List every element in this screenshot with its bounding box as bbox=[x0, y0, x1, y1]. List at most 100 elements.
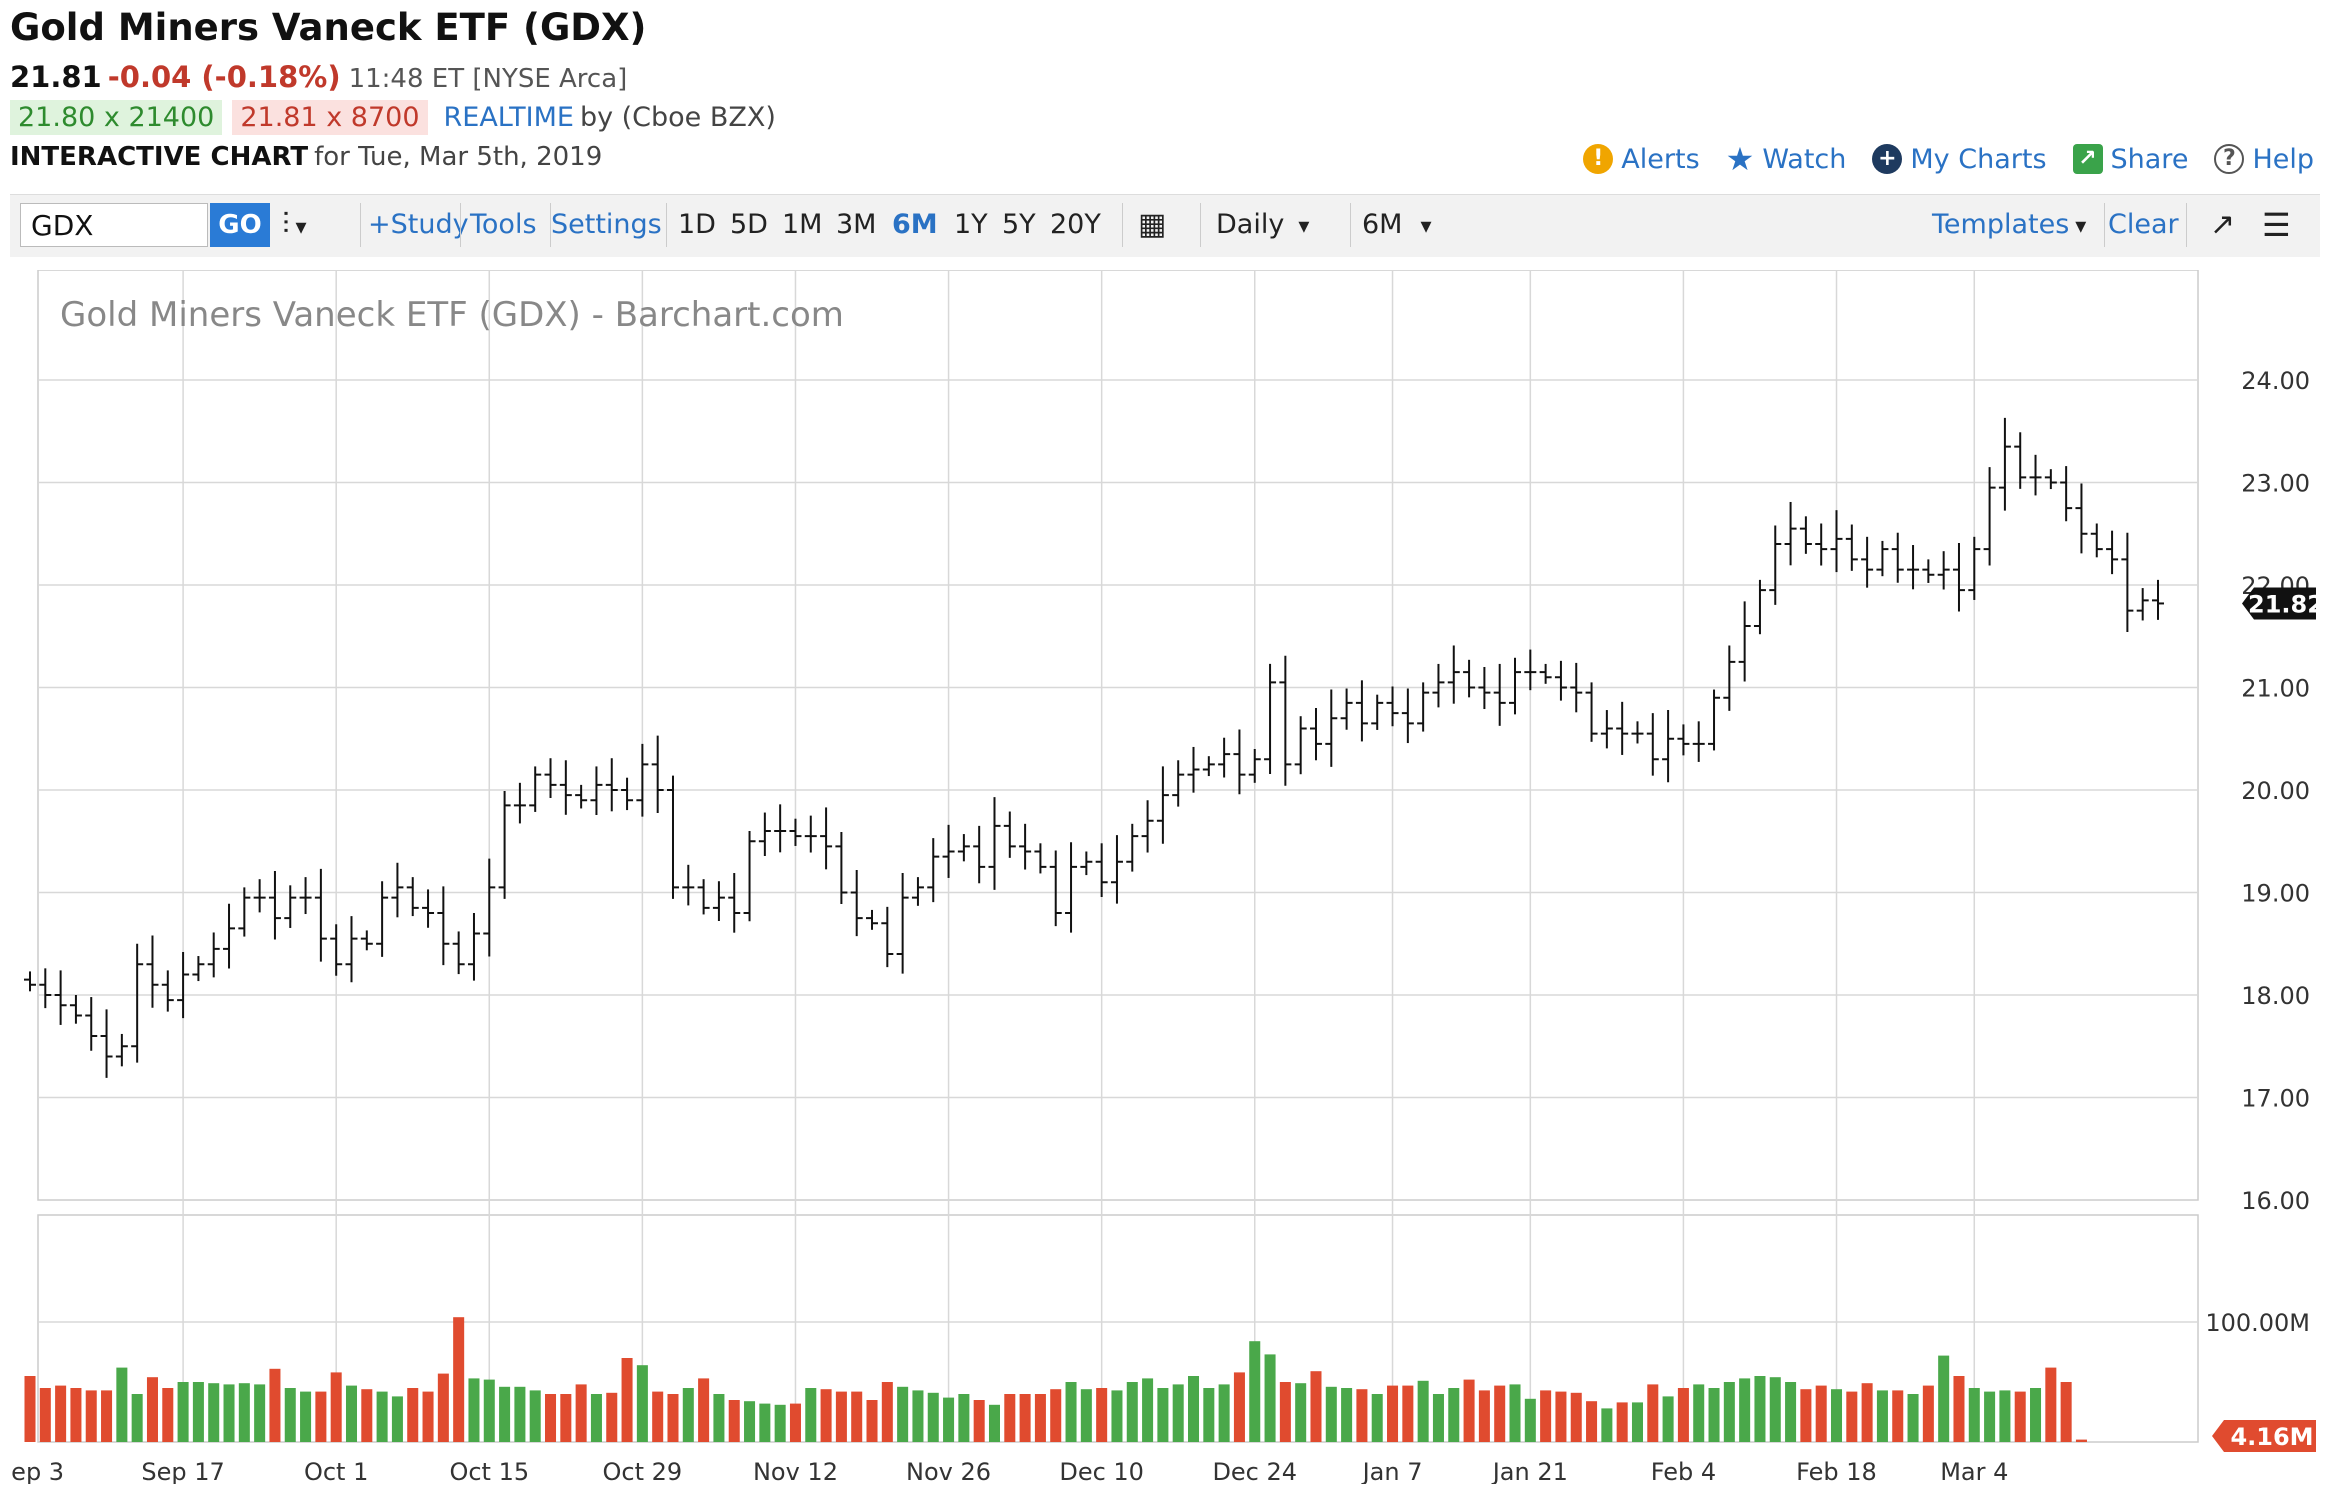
volume-bar bbox=[1310, 1371, 1322, 1442]
ohlc-bar bbox=[911, 877, 924, 906]
calendar-icon[interactable]: ▦ bbox=[1138, 207, 1167, 242]
chevron-down-icon: ▾ bbox=[1298, 214, 1310, 239]
volume-bar bbox=[85, 1390, 97, 1442]
volume-bar bbox=[238, 1383, 250, 1442]
range-1m[interactable]: 1M bbox=[782, 209, 823, 240]
range-5d[interactable]: 5D bbox=[730, 209, 768, 240]
range-6m[interactable]: 6M bbox=[892, 209, 938, 240]
my-charts-link[interactable]: + My Charts bbox=[1872, 144, 2047, 175]
volume-bar bbox=[1494, 1385, 1506, 1442]
ohlc-bar bbox=[513, 782, 526, 824]
last-volume-tag: 4.16M bbox=[2212, 1420, 2316, 1452]
range-5y[interactable]: 5Y bbox=[1002, 209, 1036, 240]
price-tick-label: 17.00 bbox=[2241, 1085, 2310, 1113]
menu-icon[interactable]: ☰ bbox=[2262, 206, 2291, 244]
ohlc-bar bbox=[422, 889, 435, 928]
volume-bar bbox=[789, 1403, 801, 1442]
ohlc-bar bbox=[1447, 645, 1460, 704]
ohlc-bar bbox=[376, 881, 389, 957]
volume-bar bbox=[1295, 1383, 1307, 1442]
templates-label: Templates bbox=[1932, 209, 2070, 240]
ohlc-bar bbox=[804, 815, 817, 853]
date-axis: Sep 3 Sep 17 Oct 1 Oct 15 Oct 29 Nov 12 Nov 26… bbox=[0, 1458, 2008, 1486]
volume-bar bbox=[269, 1368, 281, 1442]
volume-bar bbox=[1524, 1398, 1536, 1442]
volume-bar bbox=[560, 1394, 572, 1442]
volume-bar bbox=[1264, 1354, 1276, 1442]
go-button[interactable]: GO bbox=[210, 203, 270, 247]
ohlc-bar bbox=[2060, 466, 2073, 522]
ohlc-bar bbox=[544, 758, 557, 798]
ohlc-bar bbox=[131, 943, 144, 1063]
volume-bar bbox=[192, 1382, 204, 1442]
help-link[interactable]: ? Help bbox=[2214, 144, 2314, 175]
share-label: Share bbox=[2110, 143, 2189, 175]
chart-grid bbox=[37, 269, 2199, 1443]
volume-bar bbox=[1723, 1382, 1735, 1442]
realtime-link[interactable]: REALTIME bbox=[443, 102, 574, 133]
share-link[interactable]: ↗ Share bbox=[2072, 143, 2189, 175]
ohlc-bar bbox=[100, 1009, 113, 1078]
ohlc-bar bbox=[1432, 663, 1445, 708]
ohlc-bar bbox=[1279, 655, 1292, 786]
ohlc-bar bbox=[1907, 545, 1920, 590]
volume-bar bbox=[1004, 1394, 1016, 1442]
volume-bar bbox=[1922, 1385, 1934, 1442]
clear-button[interactable]: Clear bbox=[2108, 209, 2179, 240]
range-3m[interactable]: 3M bbox=[836, 209, 877, 240]
bar-type-selector[interactable]: ⫶ ▾ bbox=[282, 203, 307, 247]
volume-bar bbox=[973, 1400, 985, 1442]
tools-button[interactable]: Tools bbox=[470, 209, 537, 240]
settings-button[interactable]: Settings bbox=[551, 209, 662, 240]
volume-bar bbox=[1019, 1394, 1031, 1442]
expand-icon[interactable]: ↗ bbox=[2210, 207, 2236, 242]
volume-bar bbox=[208, 1383, 220, 1442]
ohlc-bar bbox=[1187, 746, 1200, 793]
volume-bar bbox=[1938, 1355, 1950, 1442]
price-change: -0.04 (-0.18%) bbox=[107, 60, 341, 94]
help-icon: ? bbox=[2214, 144, 2245, 174]
ohlc-bar bbox=[69, 995, 82, 1024]
volume-bar bbox=[1677, 1388, 1689, 1442]
ohlc-bar bbox=[85, 997, 98, 1051]
ohlc-bar bbox=[253, 879, 266, 913]
volume-bar bbox=[437, 1373, 449, 1442]
range-20y[interactable]: 20Y bbox=[1050, 209, 1101, 240]
ohlc-bar bbox=[192, 956, 205, 982]
ohlc-bar bbox=[1019, 823, 1032, 870]
alerts-label: Alerts bbox=[1621, 143, 1700, 175]
interval-select[interactable]: Daily ▾ bbox=[1216, 203, 1309, 247]
ohlc-bar bbox=[605, 758, 618, 812]
volume-bar bbox=[529, 1390, 541, 1442]
chevron-down-icon: ▾ bbox=[2075, 214, 2087, 239]
price-pane-border bbox=[37, 269, 2199, 1201]
period-label: 6M bbox=[1362, 209, 1403, 240]
period-select[interactable]: 6M ▾ bbox=[1362, 203, 1432, 247]
volume-bar bbox=[1126, 1382, 1138, 1442]
volume-bar bbox=[254, 1384, 266, 1442]
volume-bar bbox=[1693, 1384, 1705, 1442]
ohlc-bar bbox=[2152, 579, 2164, 620]
study-button[interactable]: +Study bbox=[368, 209, 469, 240]
price-chart[interactable]: Gold Miners Vaneck ETF (GDX) - Barchart.… bbox=[0, 269, 2324, 1486]
range-1d[interactable]: 1D bbox=[678, 209, 716, 240]
ohlc-bar bbox=[636, 743, 649, 817]
interval-label: Daily bbox=[1216, 209, 1285, 240]
ohlc-bar bbox=[2075, 483, 2088, 554]
ohlc-bar bbox=[330, 924, 343, 976]
ohlc-bar bbox=[207, 932, 220, 978]
ohlc-bar bbox=[1952, 542, 1965, 612]
symbol-input[interactable] bbox=[20, 203, 208, 247]
volume-bar bbox=[1111, 1390, 1123, 1442]
volume-bar bbox=[1448, 1388, 1460, 1442]
ohlc-bar bbox=[406, 877, 419, 917]
ohlc-bar bbox=[1463, 659, 1476, 698]
range-1y[interactable]: 1Y bbox=[954, 209, 988, 240]
ohlc-bar bbox=[1340, 688, 1353, 730]
alerts-link[interactable]: ! Alerts bbox=[1583, 143, 1700, 175]
volume-bar bbox=[345, 1385, 358, 1442]
watch-link[interactable]: ★ Watch bbox=[1726, 140, 1847, 178]
templates-select[interactable]: Templates ▾ bbox=[1932, 203, 2086, 247]
date-tick-label: Sep 3 bbox=[10, 1458, 64, 1484]
volume-bar bbox=[1984, 1391, 1996, 1442]
